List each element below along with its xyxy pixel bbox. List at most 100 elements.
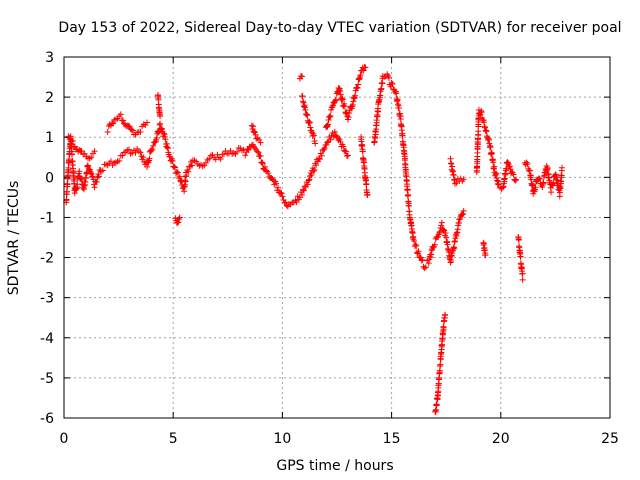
data-point-marker	[491, 163, 498, 170]
data-point-marker	[482, 251, 489, 258]
data-point-marker	[412, 241, 419, 248]
data-point-marker	[345, 114, 352, 121]
data-point-marker	[146, 155, 153, 162]
y-tick-label: 1	[45, 130, 54, 146]
data-point-marker	[421, 265, 428, 272]
data-point-marker	[176, 216, 183, 223]
data-point-marker	[324, 139, 331, 146]
data-point-marker	[389, 81, 396, 88]
data-point-marker	[304, 112, 311, 119]
data-point-marker	[363, 180, 370, 187]
data-point-marker	[333, 96, 340, 103]
y-tick-label: 0	[45, 170, 54, 186]
data-point-marker	[459, 211, 466, 218]
data-point-marker	[411, 238, 418, 245]
data-point-marker	[306, 176, 313, 183]
data-point-marker	[172, 164, 179, 171]
data-point-marker	[332, 97, 339, 104]
data-point-marker	[157, 113, 164, 120]
data-point-marker	[536, 175, 543, 182]
data-point-marker	[554, 177, 561, 184]
data-point-marker	[321, 145, 328, 152]
data-point-marker	[250, 128, 257, 135]
data-point-marker	[419, 256, 426, 263]
data-point-marker	[128, 126, 135, 133]
data-point-marker	[69, 137, 76, 144]
data-point-marker	[273, 180, 280, 187]
data-point-marker	[157, 120, 164, 127]
data-point-marker	[360, 67, 367, 74]
x-tick-label: 5	[169, 431, 178, 447]
data-point-marker	[437, 361, 444, 368]
data-point-marker	[341, 103, 348, 110]
data-point-marker	[78, 147, 85, 154]
data-point-marker	[175, 219, 182, 226]
data-point-marker	[395, 104, 402, 111]
data-point-marker	[316, 156, 323, 163]
data-point-marker	[129, 127, 136, 134]
data-point-marker	[451, 180, 458, 187]
data-point-marker	[176, 173, 183, 180]
data-point-marker	[69, 150, 76, 157]
data-point-marker	[548, 189, 555, 196]
data-point-marker	[116, 157, 123, 164]
data-point-marker	[76, 168, 83, 175]
data-point-marker	[305, 177, 312, 184]
data-point-marker	[397, 115, 404, 122]
data-point-marker	[346, 110, 353, 117]
data-point-marker	[413, 242, 420, 249]
data-point-marker	[404, 181, 411, 188]
data-point-marker	[99, 167, 106, 174]
data-point-marker	[95, 173, 102, 180]
data-point-marker	[460, 210, 467, 217]
data-point-marker	[308, 171, 315, 178]
data-point-marker	[160, 130, 167, 137]
x-tick-labels: 0 5 10 15 20 25	[60, 431, 619, 447]
data-point-marker	[107, 158, 114, 165]
data-point-marker	[532, 184, 539, 191]
y-axis-label: SDTVAR / TECUs	[6, 181, 22, 296]
data-point-marker	[125, 146, 132, 153]
data-point-marker	[257, 139, 264, 146]
data-point-marker	[558, 164, 565, 171]
data-point-marker	[418, 257, 425, 264]
data-point-marker	[327, 136, 334, 143]
data-point-marker	[501, 175, 508, 182]
data-point-marker	[252, 131, 259, 138]
data-point-marker	[183, 172, 190, 179]
data-point-marker	[362, 64, 369, 71]
data-point-marker	[343, 110, 350, 117]
data-point-marker	[188, 162, 195, 169]
data-point-marker	[299, 73, 306, 80]
data-point-marker	[88, 154, 95, 161]
data-point-marker	[422, 264, 429, 271]
data-point-marker	[91, 184, 98, 191]
y-tick-label: -4	[40, 331, 54, 347]
data-point-marker	[185, 168, 192, 175]
data-point-marker	[168, 157, 175, 164]
data-point-marker	[399, 132, 406, 139]
data-point-marker	[174, 169, 181, 176]
data-point-marker	[104, 128, 111, 135]
data-point-marker	[447, 257, 454, 264]
data-point-marker	[504, 159, 511, 166]
data-point-marker	[94, 174, 101, 181]
data-point-marker	[490, 159, 497, 166]
data-point-marker	[344, 113, 351, 120]
data-point-marker	[343, 148, 350, 155]
data-point-marker	[339, 96, 346, 103]
data-point-marker	[312, 140, 319, 147]
data-point-marker	[440, 324, 447, 331]
data-point-marker	[495, 181, 502, 188]
y-tick-label: -6	[40, 411, 54, 427]
data-point-marker	[436, 229, 443, 236]
data-point-marker	[91, 148, 98, 155]
data-point-marker	[327, 112, 334, 119]
x-tick-label: 0	[60, 431, 69, 447]
data-point-marker	[278, 190, 285, 197]
data-point-marker	[478, 109, 485, 116]
data-point-marker	[336, 136, 343, 143]
data-point-marker	[173, 220, 180, 227]
data-point-marker	[379, 80, 386, 87]
data-point-marker	[415, 248, 422, 255]
